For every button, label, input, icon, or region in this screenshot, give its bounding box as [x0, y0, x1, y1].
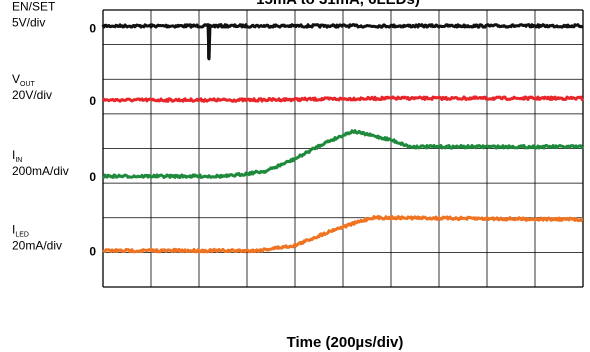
chart-title: 15mA to 31mA, 6LEDs) — [256, 0, 420, 8]
channel-name: EN/SET — [12, 0, 56, 13]
zero-marker: 0 — [89, 170, 96, 184]
channel-name: IIN — [12, 148, 22, 164]
channel-scale: 20mA/div — [12, 239, 62, 253]
channel-name: VOUT — [12, 72, 36, 88]
zero-marker: 0 — [89, 245, 96, 259]
trace-iin — [102, 129, 584, 179]
channel-scale: 200mA/div — [12, 164, 69, 178]
traces — [101, 23, 584, 254]
x-axis-label: Time (200µs/div) — [287, 334, 404, 351]
channel-name: ILED — [12, 223, 29, 239]
channel-scale: 5V/div — [12, 15, 45, 29]
zero-marker: 0 — [89, 21, 96, 35]
trace-vout — [101, 95, 584, 103]
zero-marker: 0 — [89, 94, 96, 108]
channel-scale: 20V/div — [12, 88, 52, 102]
trace-iled — [102, 215, 584, 254]
trace-enset — [101, 23, 584, 61]
grid — [102, 9, 584, 288]
